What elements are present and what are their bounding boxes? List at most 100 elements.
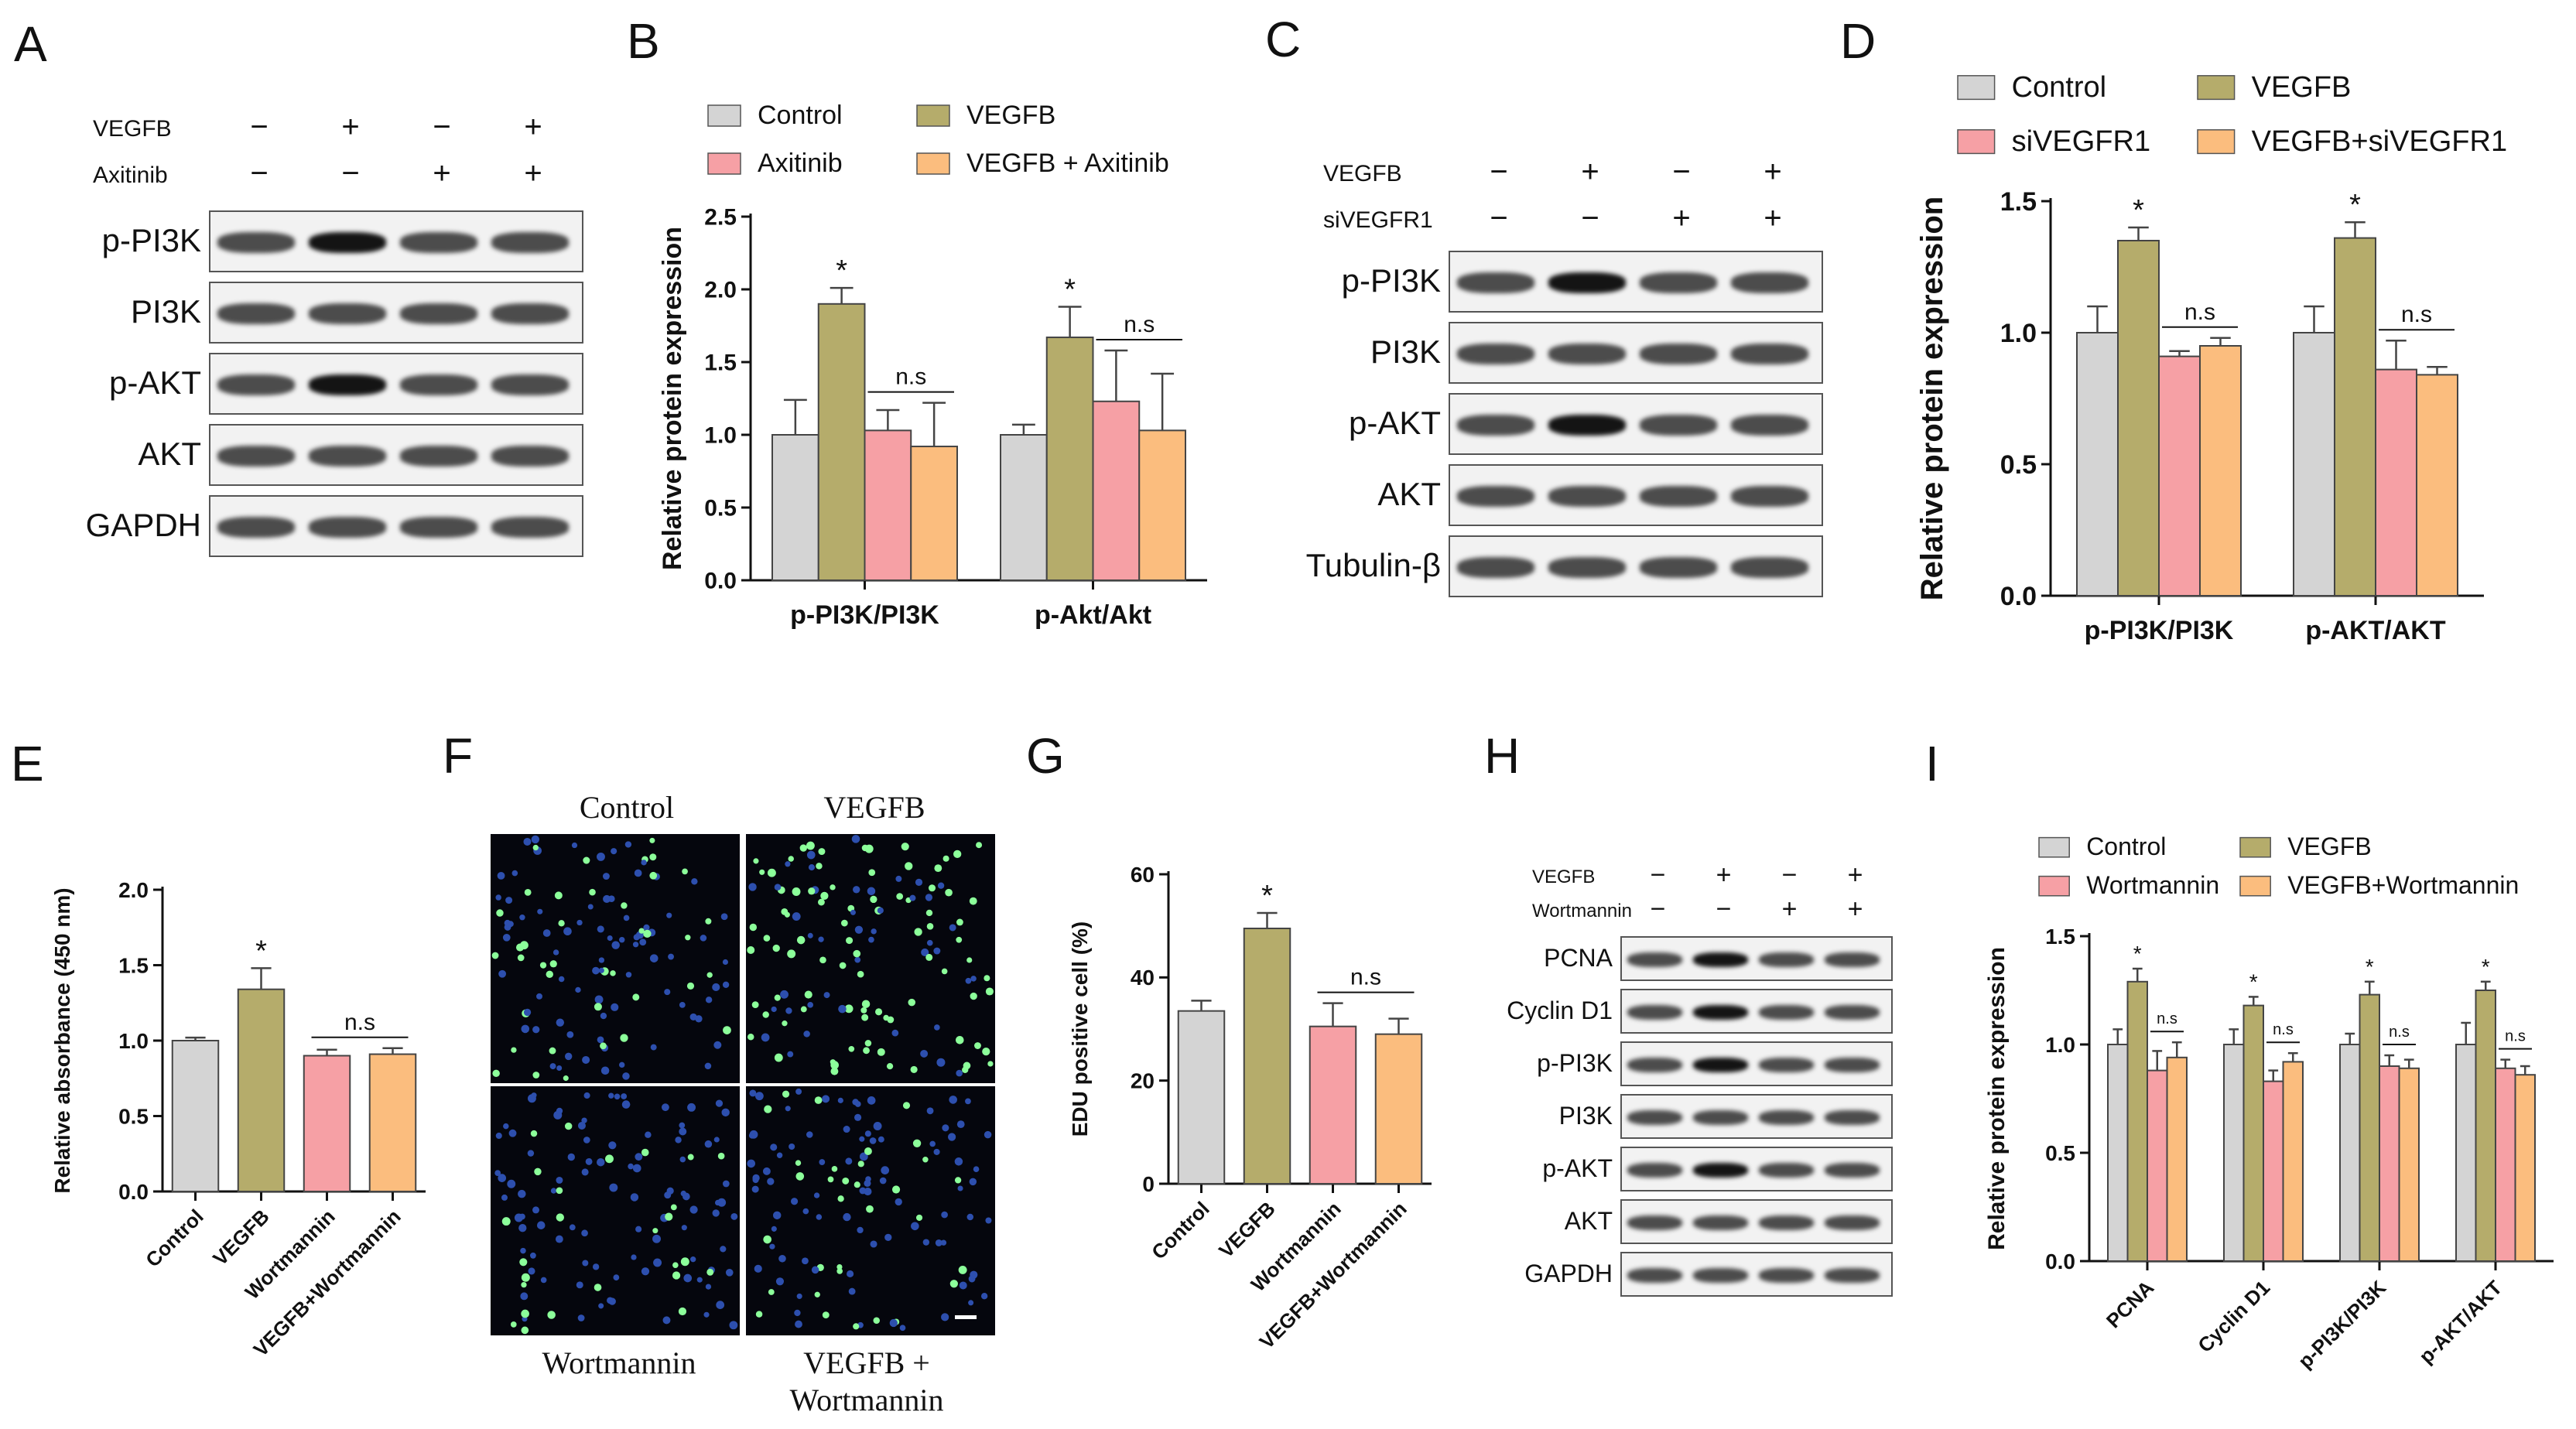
condition-sign-c: −: [1490, 155, 1508, 189]
cell-nucleus: [534, 1167, 542, 1176]
condition-sign-a: +: [524, 156, 542, 190]
cell-nucleus: [556, 1213, 564, 1222]
cell-nucleus: [770, 1144, 778, 1151]
cell-nucleus: [511, 1047, 517, 1053]
blot-band-h: [1758, 952, 1815, 968]
condition-label-a-vegfb: VEGFB: [93, 116, 172, 142]
blot-strip-a-gapdh: [209, 495, 583, 557]
bar-b-p-pi3k-pi3k-axitinib: [864, 429, 912, 581]
blot-band-a: [309, 231, 386, 253]
blot-band-h: [1758, 1109, 1815, 1126]
ns-label-b: n.s: [895, 364, 926, 390]
cell-nucleus: [625, 972, 632, 978]
cell-nucleus: [619, 1061, 625, 1068]
cell-nucleus: [597, 852, 605, 861]
blot-band-c: [1457, 485, 1534, 507]
x-category-label-d-p-pi3k-pi3k: p-PI3K/PI3K: [2085, 616, 2234, 645]
cell-nucleus: [767, 1178, 775, 1185]
cell-nucleus: [759, 869, 765, 875]
cell-nucleus: [634, 869, 642, 877]
cell-nucleus: [968, 1300, 974, 1306]
cell-nucleus: [861, 1014, 869, 1021]
blot-band-c: [1640, 556, 1717, 578]
cell-nucleus: [514, 1213, 523, 1222]
bar-i-pcna-vegfb-wortmannin: [2166, 1056, 2188, 1262]
cell-nucleus: [857, 1161, 864, 1167]
cell-nucleus: [597, 1036, 604, 1044]
condition-label-h-vegfb: VEGFB: [1532, 867, 1596, 887]
cell-nucleus: [494, 1170, 501, 1177]
cell-nucleus: [577, 1314, 585, 1321]
cell-nucleus: [881, 1166, 890, 1174]
condition-sign-c: +: [1672, 201, 1691, 235]
cell-nucleus: [854, 956, 861, 963]
cell-nucleus: [621, 1093, 628, 1099]
cell-nucleus: [905, 862, 913, 870]
cell-nucleus: [767, 868, 776, 877]
cell-nucleus: [860, 1007, 867, 1014]
blot-strip-h-gapdh: [1620, 1252, 1893, 1297]
condition-sign-h: −: [1650, 894, 1666, 924]
y-axis-label-d: Relative protein expression: [1915, 197, 1949, 600]
blot-row-label-c-p-akt: p-AKT: [1348, 404, 1441, 441]
y-tick-label-i: 1.0: [2045, 1033, 2075, 1057]
bar-e-control: [171, 1040, 220, 1192]
cell-nucleus: [751, 1185, 759, 1193]
cell-nucleus: [790, 1198, 799, 1205]
blot-strip-c-pi3k: [1449, 322, 1823, 384]
cell-nucleus: [941, 1313, 949, 1321]
cell-nucleus: [528, 1267, 535, 1275]
cell-nucleus: [984, 975, 990, 982]
cell-nucleus: [649, 954, 659, 962]
cell-nucleus: [679, 1122, 686, 1129]
cell-nucleus: [576, 1281, 583, 1289]
blot-band-h: [1824, 1215, 1880, 1231]
cell-nucleus: [585, 1157, 593, 1165]
y-tick-label-d: 0.0: [2000, 582, 2037, 611]
cell-nucleus: [831, 1166, 838, 1172]
blot-row-label-h-gapdh: GAPDH: [1524, 1259, 1613, 1287]
blot-band-a: [491, 231, 569, 253]
cell-nucleus: [803, 1031, 810, 1038]
cell-nucleus: [800, 1006, 807, 1013]
cell-nucleus: [827, 1176, 834, 1183]
blot-row-label-a-pi3k: PI3K: [130, 292, 201, 330]
panel-letter-g: G: [1026, 728, 1065, 784]
blot-strip-c-akt: [1449, 464, 1823, 526]
cell-nucleus: [933, 1148, 940, 1155]
cell-nucleus: [556, 1176, 563, 1184]
cell-nucleus: [763, 1235, 771, 1244]
cell-nucleus: [844, 1004, 854, 1014]
condition-sign-h: +: [1847, 860, 1863, 890]
cell-nucleus: [652, 1228, 659, 1234]
bar-e-wortmannin: [303, 1055, 351, 1192]
blot-band-a: [309, 516, 386, 538]
blot-band-c: [1731, 414, 1808, 436]
cell-nucleus: [527, 1094, 536, 1103]
blot-row-label-h-akt: AKT: [1564, 1206, 1613, 1235]
cell-nucleus: [949, 924, 956, 932]
significance-star-i: *: [2366, 955, 2374, 979]
cell-nucleus: [795, 1320, 802, 1328]
cell-nucleus: [787, 1051, 794, 1058]
bar-i-cyclin-d1-vegfb: [2242, 1004, 2264, 1262]
cell-nucleus: [784, 911, 790, 918]
cell-nucleus: [818, 848, 826, 856]
cell-nucleus: [607, 1297, 614, 1304]
x-category-label-i-p-pi3k-pi3k: p-PI3K/PI3K: [2294, 1276, 2391, 1373]
blot-band-h: [1692, 1162, 1749, 1178]
cell-nucleus: [875, 1008, 883, 1016]
blot-strip-h-akt: [1620, 1199, 1893, 1244]
cell-nucleus: [956, 1036, 964, 1044]
cell-nucleus: [912, 1139, 922, 1147]
cell-nucleus: [896, 893, 904, 900]
cell-nucleus: [866, 1205, 874, 1213]
cell-nucleus: [729, 1321, 738, 1330]
cell-nucleus: [520, 1247, 526, 1254]
cell-nucleus: [552, 949, 559, 956]
legend-swatch-i-vegfb-wortmannin: [2239, 875, 2271, 897]
x-category-label-g-vegfb: VEGFB: [1214, 1197, 1280, 1263]
bar-i-cyclin-d1-wortmannin: [2263, 1080, 2284, 1262]
cell-nucleus: [555, 1235, 563, 1243]
blot-band-h: [1627, 1267, 1683, 1284]
